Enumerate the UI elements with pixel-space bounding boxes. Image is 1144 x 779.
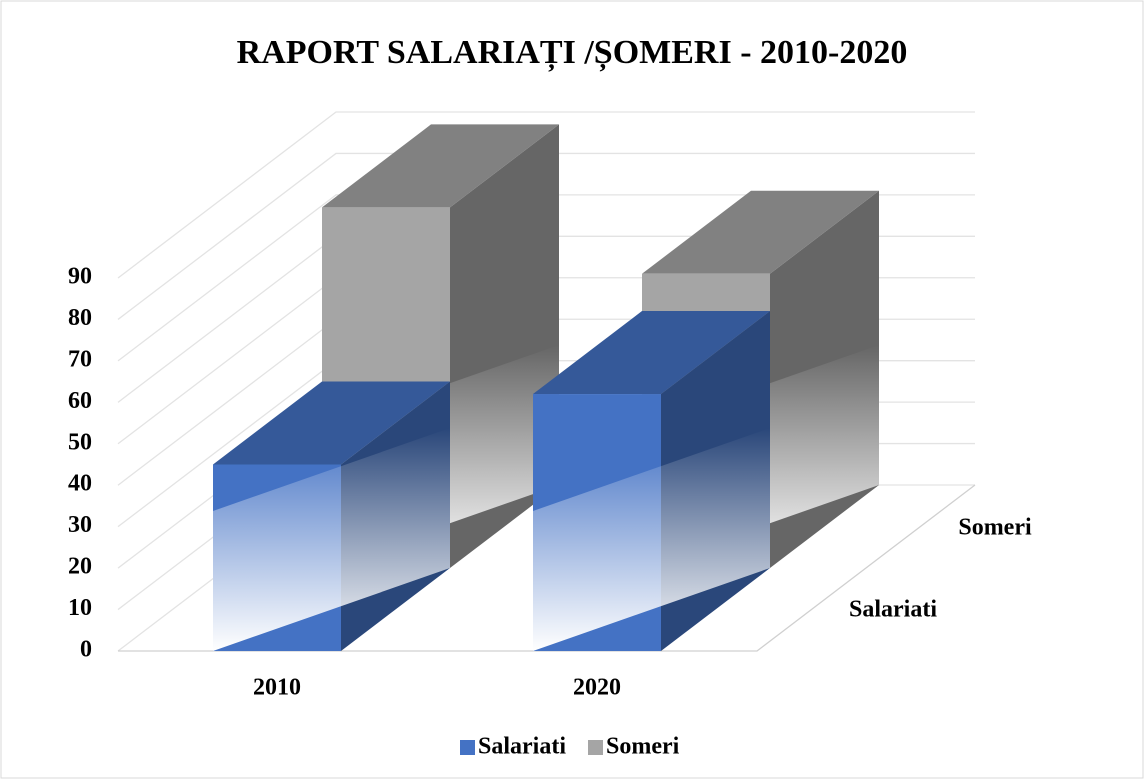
- depth-label: Salariati: [849, 597, 937, 623]
- bar-top: [322, 124, 559, 208]
- x-tick-label: 2010: [253, 675, 301, 701]
- y-tick-label: 60: [68, 388, 92, 414]
- bars: [213, 124, 879, 651]
- labels: 0 10 20 30 40 50 60 70 80 90 2010 2020 Salariati Some…: [68, 264, 1032, 760]
- legend-label: Someri: [606, 734, 680, 760]
- grid-line: [117, 152, 975, 320]
- legend-swatch: [588, 740, 603, 755]
- y-tick-label: 10: [68, 595, 92, 621]
- depth-label: Someri: [958, 515, 1032, 541]
- bar-top: [533, 311, 770, 395]
- bar-top: [642, 190, 879, 274]
- grid-line: [117, 111, 975, 279]
- bar-top: [213, 381, 450, 465]
- bar-3d: [213, 381, 450, 651]
- x-tick-label: 2020: [573, 675, 621, 701]
- y-tick-label: 70: [68, 346, 92, 372]
- chart-title: RAPORT SALARIAȚI /ȘOMERI - 2010-2020: [237, 34, 908, 72]
- y-tick-label: 30: [68, 512, 92, 538]
- legend-label: Salariati: [478, 734, 566, 760]
- bar-3d: [533, 311, 770, 651]
- y-tick-label: 40: [68, 471, 92, 497]
- legend-swatch: [460, 740, 475, 755]
- y-tick-label: 90: [68, 264, 92, 290]
- y-tick-label: 0: [80, 637, 92, 663]
- y-tick-label: 20: [68, 554, 92, 580]
- y-tick-label: 80: [68, 305, 92, 331]
- bar-fade: [213, 428, 450, 651]
- y-tick-label: 50: [68, 429, 92, 455]
- bar-fade: [533, 428, 770, 651]
